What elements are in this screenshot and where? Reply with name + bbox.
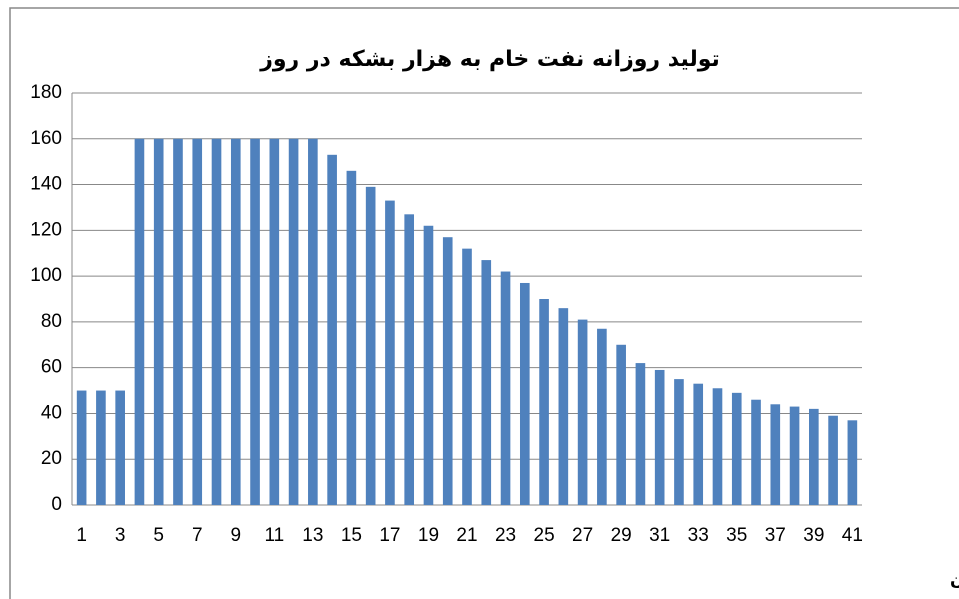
x-tick-label: 15 [341, 525, 362, 546]
bar [346, 170, 357, 506]
y-tick-label: 20 [41, 448, 62, 469]
x-tick-label: 13 [302, 525, 323, 546]
x-tick-label: 17 [379, 525, 400, 546]
bar [654, 369, 665, 505]
bar [211, 138, 222, 505]
x-tick-label: 5 [153, 525, 164, 546]
bar [404, 214, 415, 506]
chart-title: تولید روزانه نفت خام به هزار بشکه در روز [259, 47, 720, 72]
x-tick-label: 29 [611, 525, 632, 546]
bar [674, 379, 684, 505]
bar [134, 138, 145, 505]
y-tick-label: 80 [41, 311, 62, 332]
x-tick-label: 19 [418, 525, 439, 546]
bar [789, 406, 800, 505]
bar [423, 225, 434, 505]
y-tick-label: 0 [51, 494, 62, 515]
bar [96, 390, 106, 505]
bar [308, 138, 318, 505]
x-tick-label: 23 [495, 525, 516, 546]
bar [481, 260, 492, 505]
bar [597, 328, 607, 505]
bar [731, 392, 742, 505]
bar [327, 154, 337, 506]
x-tick-label: 31 [649, 525, 670, 546]
bar [809, 408, 819, 505]
bar [288, 138, 299, 505]
y-tick-label: 120 [30, 219, 62, 240]
x-tick-label: 27 [572, 525, 593, 546]
bar [115, 390, 125, 505]
bar [442, 237, 453, 505]
y-tick-label: 100 [30, 265, 62, 286]
bar [76, 390, 87, 505]
bar [828, 415, 838, 505]
bar [500, 271, 511, 505]
y-tick-label: 40 [41, 402, 62, 423]
y-tick-label: 160 [30, 128, 62, 149]
x-tick-label: 25 [534, 525, 555, 546]
bar [365, 186, 376, 505]
x-tick-label: 3 [115, 525, 126, 546]
y-tick-label: 60 [41, 357, 62, 378]
bar [847, 420, 858, 505]
x-tick-label: 11 [264, 525, 284, 546]
x-tick-label: 37 [765, 525, 786, 546]
x-tick-label: 39 [803, 525, 824, 546]
bar [230, 138, 241, 505]
bar [173, 138, 183, 505]
bar [462, 248, 472, 505]
bar [250, 138, 260, 505]
bar [712, 388, 723, 505]
y-tick-label: 140 [30, 174, 62, 195]
bar [269, 138, 280, 505]
bar [751, 399, 761, 505]
bar [153, 138, 164, 505]
bar [558, 308, 569, 505]
bar [577, 319, 588, 505]
x-tick-label: 21 [456, 525, 477, 546]
y-tick-label: 180 [30, 82, 62, 103]
bar [192, 138, 203, 505]
x-tick-label: 1 [76, 525, 87, 546]
bar [635, 363, 646, 505]
bar [539, 299, 549, 505]
x-axis-label: دوره بهره برداری از میدان [950, 570, 959, 590]
x-tick-label: 35 [726, 525, 747, 546]
bar [616, 344, 626, 505]
x-tick-label: 41 [842, 525, 863, 546]
bar [519, 282, 530, 505]
x-tick-label: 7 [192, 525, 203, 546]
bar [385, 200, 395, 506]
bar [770, 404, 781, 505]
bar [693, 383, 704, 505]
x-tick-label: 33 [688, 525, 709, 546]
x-tick-label: 9 [230, 525, 241, 546]
